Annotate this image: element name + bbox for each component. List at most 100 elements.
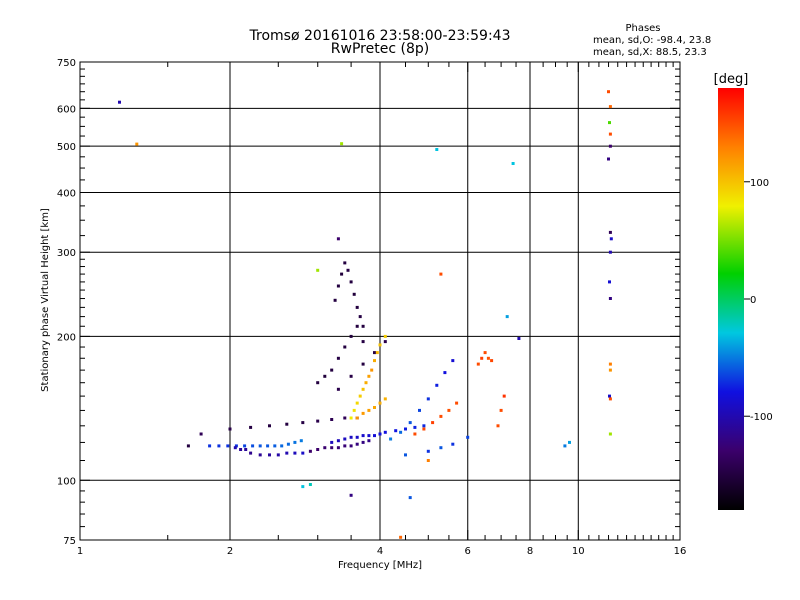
data-point	[496, 424, 500, 428]
data-point	[483, 351, 487, 355]
data-point	[408, 496, 412, 500]
data-point	[349, 444, 353, 448]
data-point	[308, 483, 312, 486]
data-point	[293, 440, 297, 444]
data-point	[404, 453, 407, 457]
colorbar-tick-label: -100	[750, 412, 773, 423]
data-point	[608, 105, 612, 109]
data-point	[251, 444, 255, 448]
data-point	[608, 297, 612, 300]
data-point	[361, 324, 365, 328]
data-point	[330, 418, 334, 421]
data-point	[268, 453, 271, 457]
y-tick-label: 500	[57, 142, 76, 153]
data-point	[239, 448, 243, 451]
data-point	[451, 442, 455, 446]
data-point	[422, 427, 426, 431]
data-point	[364, 381, 368, 385]
data-point	[367, 439, 371, 443]
data-point	[336, 284, 340, 288]
data-point	[217, 444, 221, 448]
data-point	[608, 144, 612, 148]
x-tick-label: 6	[465, 546, 471, 557]
data-point	[394, 429, 398, 433]
colorbar-tick-label: 0	[750, 295, 756, 306]
plot-frame	[79, 61, 681, 541]
data-point	[413, 432, 417, 436]
colorbar-ticks: 100 0 -100	[744, 178, 773, 423]
data-point	[323, 374, 327, 378]
x-axis-label: Frequency [MHz]	[338, 560, 422, 571]
data-point	[355, 401, 359, 405]
data-point	[316, 419, 320, 423]
data-point	[608, 362, 612, 366]
y-tick-label: 75	[63, 536, 76, 547]
data-point	[517, 337, 521, 340]
data-point	[486, 356, 490, 360]
data-point	[399, 535, 403, 539]
data-point	[243, 444, 247, 448]
data-point	[418, 408, 421, 412]
data-point	[226, 444, 230, 448]
data-point	[323, 446, 327, 450]
data-point	[336, 356, 340, 360]
data-point	[435, 383, 439, 387]
data-point	[135, 142, 139, 146]
data-point	[439, 272, 443, 276]
data-point	[608, 432, 612, 436]
data-point	[568, 440, 571, 444]
data-point	[336, 237, 340, 241]
data-point	[413, 425, 417, 429]
chart-title: Tromsø 20161016 23:58:00-23:59:43	[249, 28, 511, 44]
axes: 1 2 4 6 8 10 16 75 100 200 300 400 500 600 750	[57, 58, 686, 557]
colorbar-label: [deg]	[714, 72, 749, 87]
x-tick-label: 4	[377, 546, 383, 557]
data-point	[349, 280, 353, 284]
data-point	[383, 334, 387, 338]
data-point	[426, 449, 430, 453]
data-point	[349, 416, 353, 420]
data-point	[316, 268, 320, 272]
x-tick-label: 8	[527, 546, 533, 557]
data-point	[301, 421, 305, 425]
data-point	[608, 394, 611, 398]
data-point	[343, 437, 347, 441]
data-point	[426, 459, 430, 462]
data-point	[293, 451, 297, 455]
data-point	[361, 340, 365, 344]
data-point	[340, 142, 344, 146]
data-point	[480, 356, 484, 360]
data-point	[439, 414, 443, 418]
data-point	[370, 368, 374, 372]
data-point	[352, 408, 356, 412]
data-point	[389, 437, 393, 441]
data-point	[285, 422, 289, 426]
data-point	[367, 408, 371, 412]
data-point	[186, 444, 190, 448]
data-point	[466, 435, 470, 439]
data-point	[343, 444, 347, 448]
stats-line-x: mean, sd,X: 88.5, 23.3	[593, 47, 707, 58]
data-point	[358, 315, 362, 319]
data-point	[373, 434, 376, 438]
data-point	[208, 444, 212, 448]
data-point	[608, 132, 612, 136]
data-point	[447, 408, 451, 412]
data-point	[435, 148, 439, 151]
data-point	[455, 401, 459, 405]
data-point	[330, 440, 334, 444]
data-point	[404, 427, 407, 431]
data-point	[349, 435, 353, 439]
data-point	[273, 444, 277, 448]
data-point	[343, 261, 347, 265]
data-point	[373, 351, 376, 355]
data-point	[608, 121, 611, 125]
data-point	[439, 446, 443, 450]
data-point	[373, 406, 376, 409]
data-point	[607, 157, 610, 161]
data-points	[118, 90, 613, 539]
data-point	[608, 397, 612, 401]
data-point	[361, 434, 365, 438]
data-point	[361, 440, 365, 444]
